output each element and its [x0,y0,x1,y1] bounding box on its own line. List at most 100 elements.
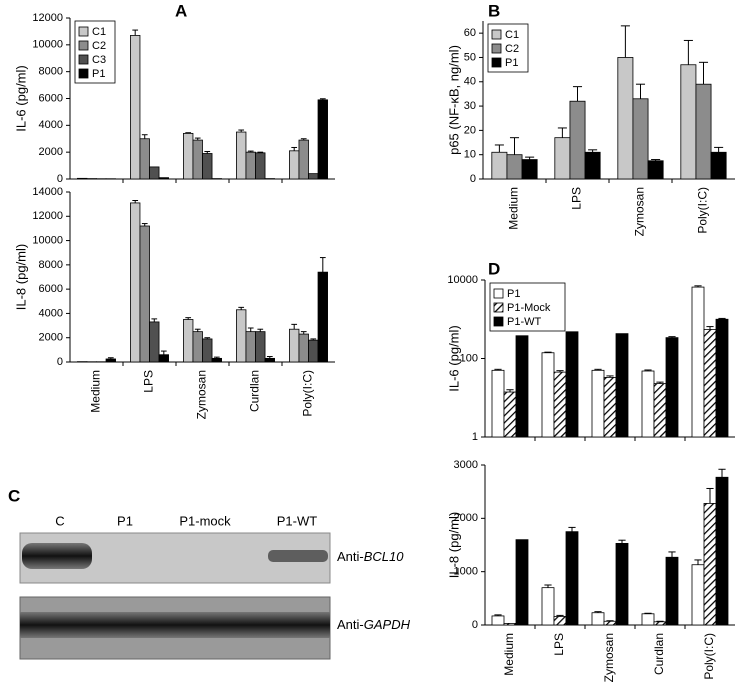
bar [130,203,140,362]
y-tick-label: 10000 [447,274,478,286]
bar [236,132,246,179]
x-tick-label: Poly(I:C) [301,370,315,417]
error-bar [656,621,663,622]
legend-swatch [79,55,88,64]
bar [642,371,654,437]
bar [711,152,726,179]
bar [633,99,648,179]
gene-name: BCL10 [364,549,405,564]
y-tick-label: 6000 [39,283,63,295]
bar [666,557,678,625]
bar [616,543,628,625]
error-bar [544,585,551,588]
y-tick-label: 20 [464,124,476,136]
bar [592,613,604,625]
bar [140,139,150,179]
bar [492,616,504,625]
bar [542,588,554,625]
bar [183,133,193,179]
bar [150,322,160,362]
y-tick-label: 0 [472,619,478,631]
error-bar [668,552,675,557]
error-bar [618,540,625,543]
error-bar [718,469,725,477]
bar [203,339,213,362]
bar [716,477,728,625]
lane-label: C [55,513,64,528]
error-bar [684,40,693,64]
bar [704,503,716,625]
bar [256,332,266,362]
bar [555,138,570,179]
blot-band [20,612,330,638]
error-bar [699,62,708,84]
legend-label: C1 [505,29,519,41]
error-bar [573,87,582,102]
legend-label: P1 [507,288,520,300]
legend-swatch [79,41,88,50]
error-bar [606,621,613,622]
legend-swatch [492,44,501,53]
bar [246,152,256,179]
bar [309,340,319,362]
error-bar [320,258,326,273]
bar [130,35,140,179]
bar [604,377,616,437]
y-tick-label: 2000 [39,332,63,344]
error-bar [510,138,519,155]
bar [299,334,309,362]
y-tick-label: 2000 [454,512,478,524]
bar [318,272,328,362]
bar [265,358,275,362]
y-tick-label: 8000 [39,66,63,78]
y-tick-label: 50 [464,51,476,63]
y-tick-label: 100 [460,352,478,364]
error-bar [248,328,254,332]
error-bar [558,128,567,138]
bar [203,154,213,179]
gene-name: GAPDH [364,617,411,632]
x-tick-label: Poly(I:C) [696,187,710,234]
bar [193,332,203,362]
y-axis-label: IL-6 (pg/ml) [13,65,28,131]
legend-label: P1-Mock [507,302,551,314]
bar [289,151,299,179]
bar [77,178,87,179]
bar [704,329,716,437]
error-bar [706,488,713,503]
bar [654,384,666,437]
y-tick-label: 3000 [454,459,478,471]
bar [183,320,193,363]
bar [604,621,616,625]
blot-row-label: Anti-GAPDH [337,617,411,632]
bar [666,338,678,437]
y-tick-label: 12000 [32,210,63,222]
error-bar [714,147,723,152]
bar [592,370,604,437]
y-tick-label: 1 [472,431,478,443]
y-tick-label: 0 [57,173,63,185]
error-bar [151,319,157,322]
bar [654,622,666,625]
bar [516,540,528,625]
x-tick-label: Medium [89,370,103,413]
bar [616,334,628,437]
error-bar [161,351,167,355]
x-tick-label: Curdlan [652,633,666,675]
bar [504,623,516,625]
y-tick-label: 10000 [32,234,63,246]
x-tick-label: Zymosan [602,633,616,682]
y-tick-label: 40 [464,76,476,88]
bar [554,372,566,437]
bar [236,310,246,362]
y-tick-label: 30 [464,100,476,112]
bar [696,84,711,179]
legend-swatch [79,69,88,78]
error-bar [495,145,504,152]
x-tick-label: Zymosan [633,187,647,236]
error-bar [644,613,651,614]
y-tick-label: 4000 [39,119,63,131]
bar [246,332,256,362]
bar [692,287,704,437]
bar [256,153,266,179]
